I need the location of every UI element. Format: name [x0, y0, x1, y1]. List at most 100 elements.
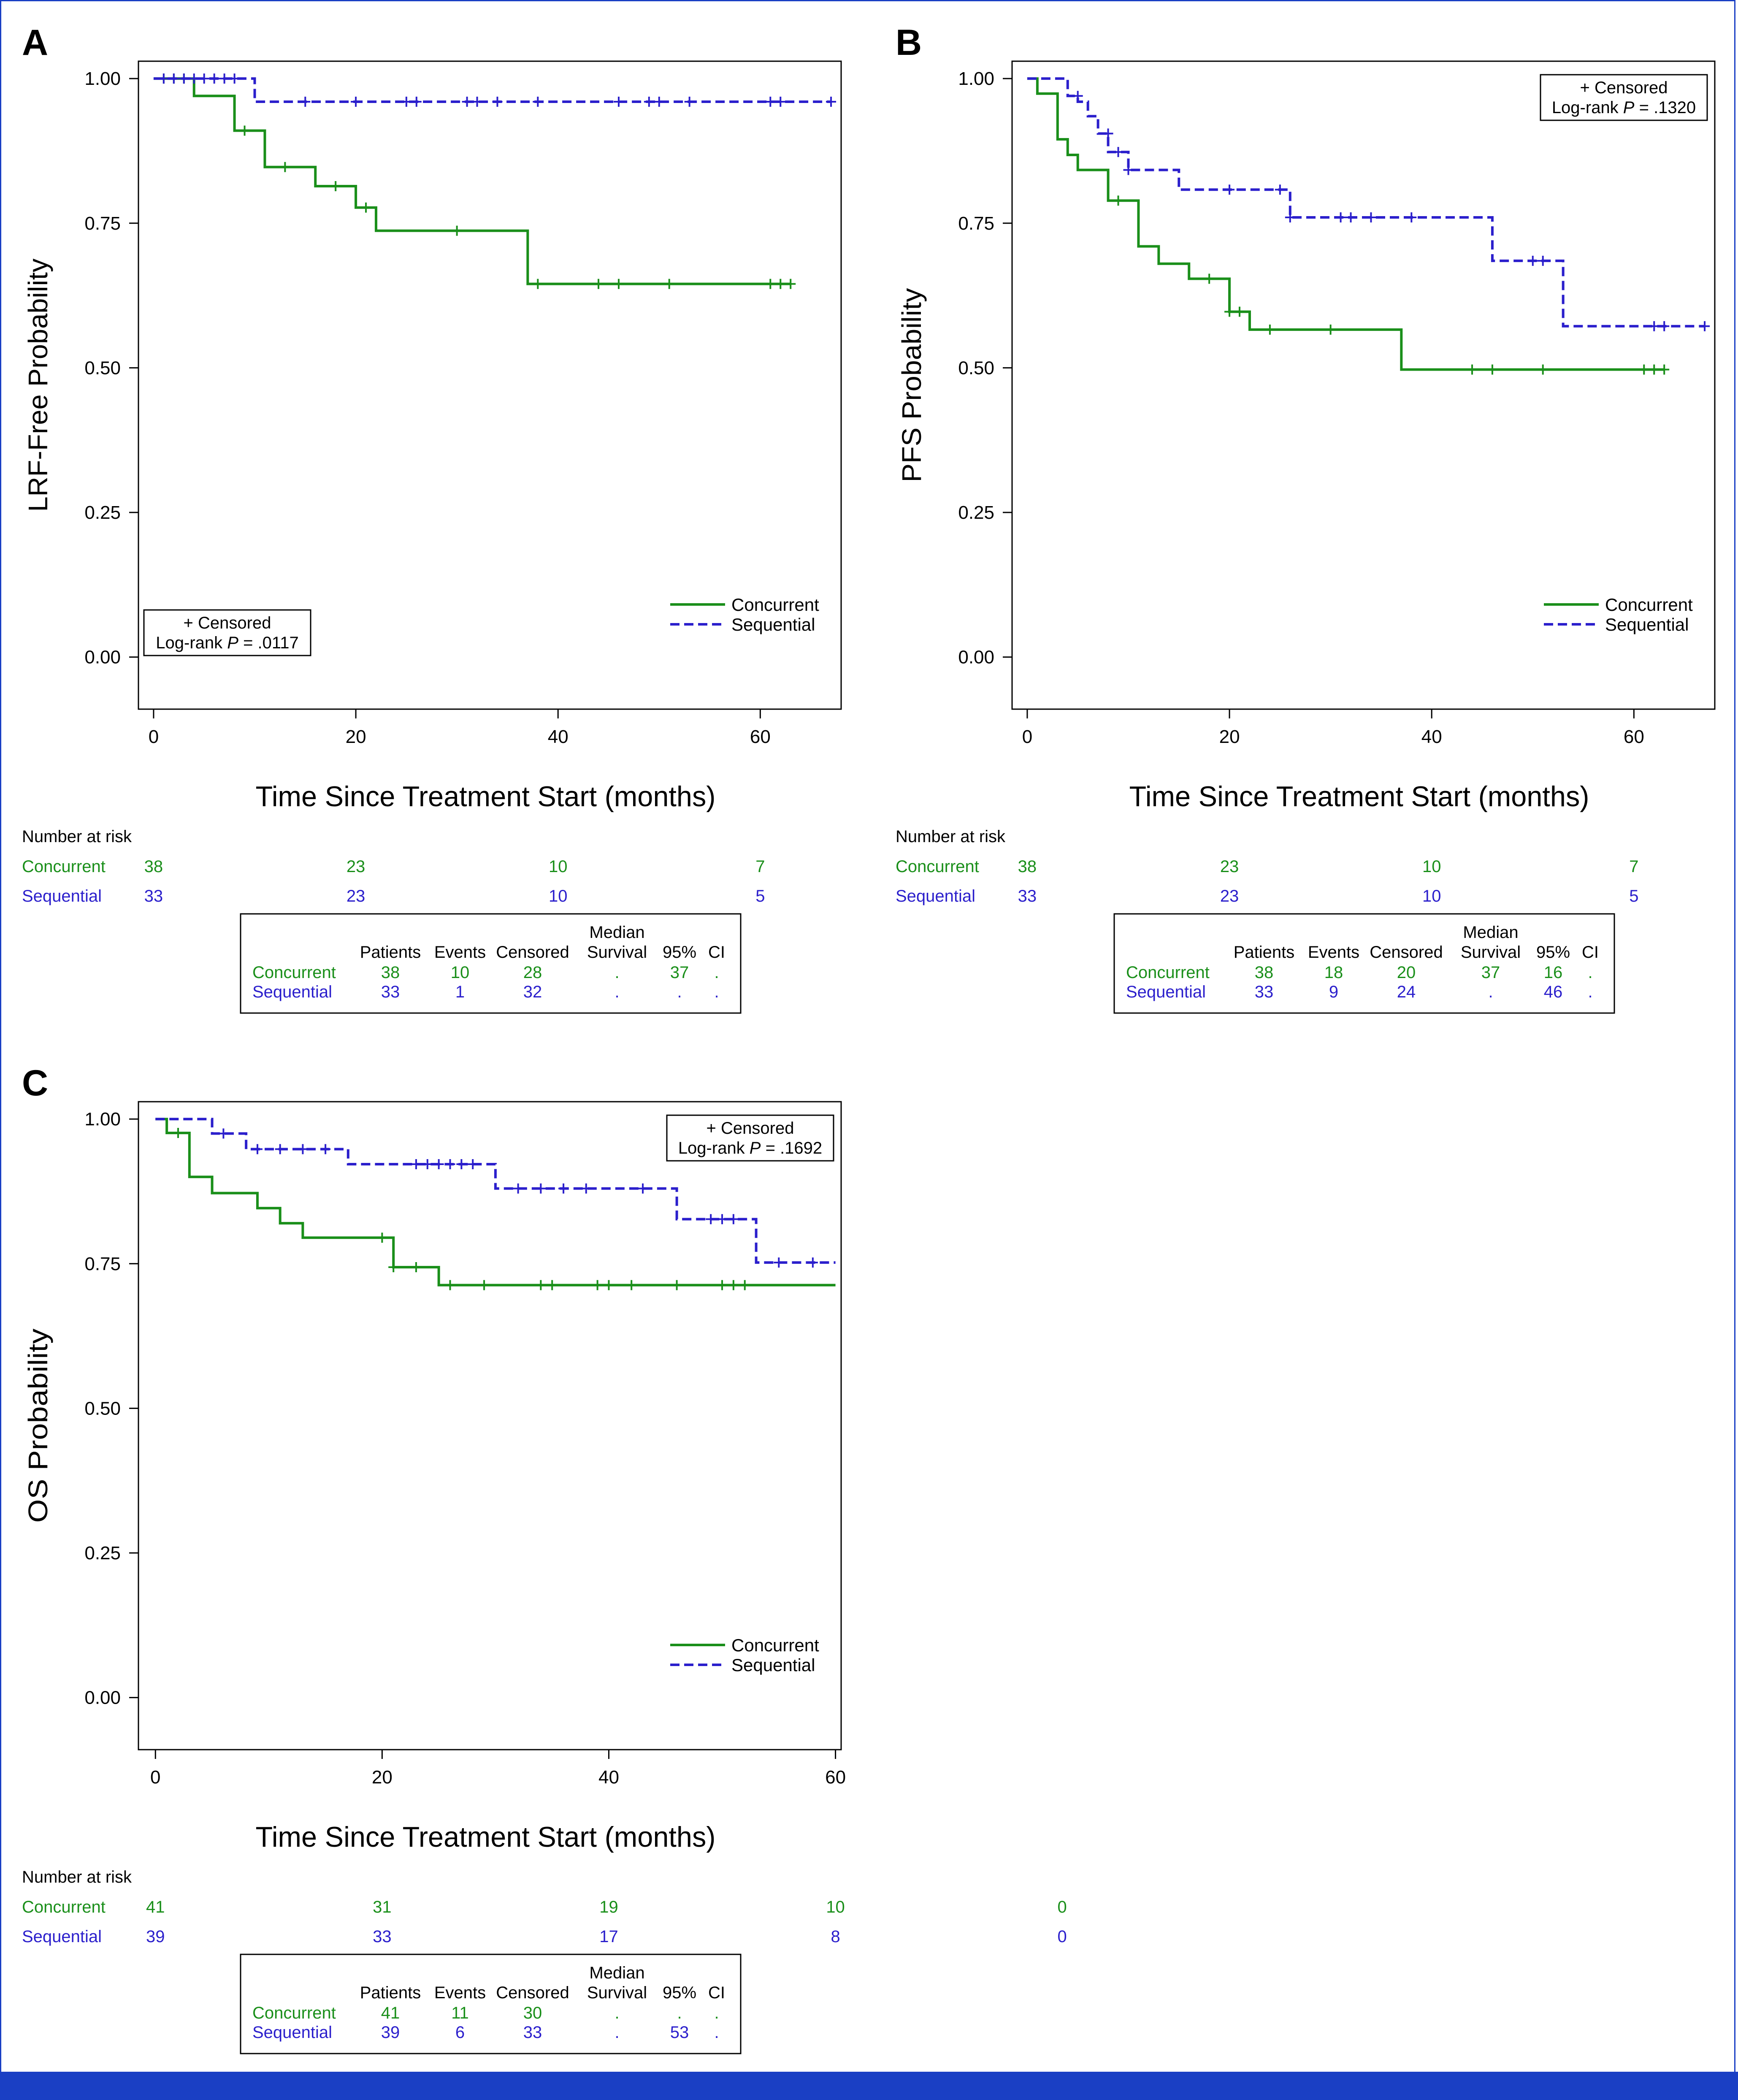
censor-mark-sequential-a [654, 96, 664, 107]
censor-mark-concurrent-c [671, 1280, 682, 1290]
summary-header-a: Events [434, 943, 486, 962]
y-tick-label-a: 1.00 [84, 68, 121, 89]
censor-mark-sequential-a [613, 96, 624, 107]
censor-mark-concurrent-c [479, 1280, 490, 1290]
censor-mark-sequential-c [320, 1144, 331, 1154]
summary-header-c: Survival [587, 1983, 647, 2002]
summary-table-a [240, 913, 742, 1014]
x-axis-title-c: Time Since Treatment Start (months) [256, 1821, 716, 1853]
risk-row-label-sequential-c: Sequential [22, 1927, 102, 1946]
summary-value-concurrent-a: 38 [381, 963, 400, 982]
summary-row-label-sequential-c: Sequential [252, 2023, 332, 2042]
censor-mark-sequential-b [1275, 184, 1285, 195]
censor-mark-sequential-c [513, 1183, 523, 1194]
x-axis-title-a: Time Since Treatment Start (months) [256, 780, 716, 813]
summary-value-concurrent-c: . [677, 2004, 682, 2022]
censor-mark-concurrent-c [536, 1280, 546, 1290]
censor-box-c [666, 1114, 834, 1162]
y-tick-label-b: 0.25 [958, 502, 994, 523]
censor-mark-sequential-a [684, 96, 695, 107]
x-tick-label-a: 40 [548, 726, 569, 747]
summary-value-sequential-b: . [1588, 983, 1592, 1001]
censor-mark-sequential-a [462, 96, 472, 107]
y-axis-title-a: LRF-Free Probability [23, 259, 53, 512]
summary-value-concurrent-b: 16 [1544, 963, 1563, 982]
censor-mark-concurrent-b [1659, 364, 1670, 375]
risk-value-concurrent-a: 10 [549, 857, 568, 876]
summary-value-sequential-a: 33 [381, 983, 400, 1001]
risk-value-sequential-b: 10 [1422, 887, 1441, 905]
x-tick-label-c: 40 [598, 1767, 619, 1788]
legend-label-sequential-b: Sequential [1605, 615, 1689, 634]
summary-value-sequential-b: 24 [1397, 983, 1416, 1001]
censor-mark-sequential-b [1113, 147, 1123, 157]
summary-value-concurrent-b: 38 [1255, 963, 1274, 982]
censor-mark-concurrent-a [765, 279, 776, 289]
y-tick-label-a: 0.25 [84, 502, 121, 523]
risk-value-sequential-b: 23 [1220, 887, 1239, 905]
censor-mark-sequential-c [581, 1183, 591, 1194]
x-tick-label-c: 0 [150, 1767, 160, 1788]
summary-value-sequential-c: . [615, 2023, 619, 2042]
risk-value-concurrent-a: 23 [347, 857, 365, 876]
y-tick-label-c: 0.75 [84, 1254, 121, 1274]
summary-value-concurrent-b: . [1588, 963, 1592, 982]
summary-value-sequential-c: 6 [455, 2023, 465, 2042]
censor-mark-sequential-a [199, 73, 209, 84]
censor-mark-sequential-c [536, 1183, 546, 1194]
censor-mark-sequential-b [1335, 212, 1346, 223]
summary-value-concurrent-c: 11 [451, 2004, 469, 2022]
summary-value-sequential-a: . [615, 983, 619, 1001]
censor-mark-sequential-b [1538, 255, 1548, 266]
censor-mark-sequential-a [189, 73, 199, 84]
risk-table-title-b: Number at risk [896, 827, 1006, 846]
censor-mark-concurrent-c [717, 1280, 728, 1290]
summary-table-b [1113, 913, 1615, 1014]
censor-mark-concurrent-c [547, 1280, 558, 1290]
censor-mark-concurrent-a [239, 125, 250, 136]
censor-mark-concurrent-b [1487, 364, 1497, 375]
risk-value-sequential-a: 23 [347, 887, 365, 905]
risk-value-concurrent-a: 38 [144, 857, 163, 876]
censor-mark-sequential-a [219, 73, 230, 84]
panel-label-b: B [896, 22, 922, 63]
y-tick-label-a: 0.00 [84, 647, 121, 668]
summary-header-b: Survival [1461, 943, 1521, 962]
km-curve-sequential-a [153, 77, 831, 103]
x-tick-label-c: 60 [825, 1767, 846, 1788]
legend-label-concurrent-b: Concurrent [1605, 595, 1693, 615]
summary-header-a: Censored [496, 943, 569, 962]
summary-value-concurrent-a: . [714, 963, 719, 982]
x-tick-label-b: 20 [1219, 726, 1240, 747]
y-tick-label-b: 0.00 [958, 647, 994, 668]
summary-value-concurrent-a: 10 [451, 963, 470, 982]
censor-mark-concurrent-c [604, 1280, 614, 1290]
censor-mark-sequential-b [1285, 212, 1295, 223]
censor-mark-sequential-b [1700, 321, 1710, 331]
censor-mark-sequential-a [168, 73, 179, 84]
risk-value-sequential-c: 33 [373, 1927, 392, 1946]
risk-value-concurrent-a: 7 [755, 857, 765, 876]
y-tick-label-a: 0.50 [84, 358, 121, 378]
censor-mark-sequential-c [218, 1128, 229, 1139]
censor-mark-sequential-c [717, 1214, 728, 1225]
y-tick-label-c: 0.00 [84, 1688, 121, 1708]
summary-header-a: Survival [587, 943, 647, 962]
x-tick-label-a: 60 [750, 726, 771, 747]
censor-mark-sequential-c [298, 1144, 308, 1154]
panel-b: B 0.00 0.25 0.50 0.75 1.00 0 20 40 60 PFS Probabil… [896, 22, 1716, 1014]
summary-value-sequential-c: . [714, 2023, 719, 2042]
panel-label-a: A [22, 22, 48, 63]
summary-value-sequential-a: . [677, 983, 682, 1001]
plot-frame-a [138, 60, 842, 710]
risk-value-sequential-c: 0 [1058, 1927, 1067, 1946]
censor-mark-sequential-b [1659, 321, 1670, 331]
logrank-pvalue-c: Log-rank P = .1692 [678, 1139, 822, 1157]
censor-mark-concurrent-b [1113, 195, 1123, 206]
risk-value-sequential-b: 33 [1018, 887, 1037, 905]
summary-header-a: Patients [360, 943, 421, 962]
censor-mark-sequential-a [229, 73, 240, 84]
summary-value-sequential-a: 32 [523, 983, 542, 1001]
summary-header-median-b: Median [1463, 923, 1518, 942]
